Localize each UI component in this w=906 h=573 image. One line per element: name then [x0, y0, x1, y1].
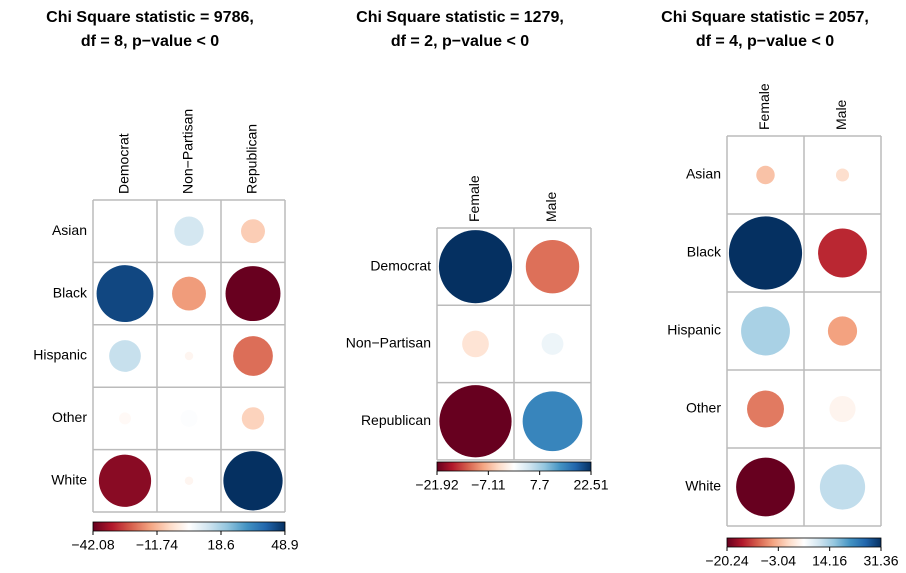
- colorbar-label: −21.92: [415, 477, 458, 493]
- colorbar: [436, 461, 592, 472]
- row-label: Black: [53, 284, 88, 300]
- row-label: Hispanic: [33, 347, 87, 363]
- colorbar-label: 22.51: [573, 477, 608, 493]
- cell-circle: [180, 409, 198, 427]
- cell-circle: [98, 454, 152, 507]
- cell-circle: [756, 165, 775, 185]
- panel: Chi Square statistic = 1279, df = 2, p−va…: [346, 9, 609, 492]
- cell-circle: [819, 464, 866, 510]
- panel: Chi Square statistic = 9786, df = 8, p−va…: [33, 9, 298, 552]
- colorbar-label: −42.08: [71, 537, 114, 553]
- chart-title: Chi Square statistic = 1279,: [356, 9, 564, 26]
- cell-circle: [241, 407, 265, 430]
- cell-circle: [96, 265, 154, 323]
- colorbar: [92, 521, 286, 532]
- row-label: Asian: [686, 166, 721, 182]
- colorbar-label: 18.6: [207, 537, 234, 553]
- chart-title: Chi Square statistic = 9786,: [46, 9, 254, 26]
- column-label: Female: [466, 175, 482, 222]
- column-label: Republican: [244, 124, 260, 194]
- cell-circle: [184, 351, 194, 361]
- cell-circle: [525, 239, 580, 294]
- colorbar-label: −11.74: [136, 537, 178, 553]
- cell-circle: [827, 316, 858, 346]
- cell-circle: [728, 216, 803, 290]
- colorbar: [726, 537, 882, 548]
- cell-circle: [174, 216, 204, 246]
- row-label: Other: [686, 400, 721, 416]
- colorbar-label: −7.11: [471, 477, 506, 493]
- cell-circle: [119, 412, 131, 425]
- colorbar-label: 7.7: [530, 477, 550, 493]
- row-label: White: [685, 478, 721, 494]
- chart-title: df = 4, p−value < 0: [696, 33, 834, 50]
- row-label: Non−Partisan: [346, 335, 431, 351]
- cell-circle: [438, 230, 513, 304]
- cell-circle: [541, 333, 564, 355]
- column-label: Non−Partisan: [180, 109, 196, 194]
- row-label: Other: [52, 409, 87, 425]
- cell-circle: [184, 476, 194, 486]
- colorbar-label: −20.24: [705, 553, 748, 569]
- panel: Chi Square statistic = 2057, df = 4, p−va…: [661, 9, 899, 568]
- cell-circle: [439, 385, 512, 458]
- cell-circle: [736, 457, 795, 517]
- row-label: Hispanic: [667, 322, 721, 338]
- cell-circle: [109, 340, 141, 372]
- column-label: Male: [833, 99, 849, 130]
- cell-circle: [241, 219, 265, 244]
- row-label: Republican: [361, 412, 431, 428]
- cell-circle: [223, 451, 283, 511]
- chart-title: df = 8, p−value < 0: [81, 33, 219, 50]
- colorbar-label: −3.04: [761, 553, 797, 569]
- cell-circle: [172, 276, 206, 311]
- column-label: Female: [756, 83, 772, 130]
- chart-title: df = 2, p−value < 0: [391, 33, 529, 50]
- cell-circle: [741, 306, 790, 356]
- cell-circle: [818, 228, 867, 278]
- row-label: Black: [687, 244, 722, 260]
- cell-circle: [225, 266, 281, 322]
- row-label: White: [51, 472, 87, 488]
- cell-circle: [835, 168, 850, 182]
- colorbar-label: 31.36: [863, 553, 898, 569]
- row-label: Asian: [52, 222, 87, 238]
- column-label: Democrat: [116, 133, 132, 194]
- cell-circle: [747, 390, 784, 428]
- colorbar-label: 48.9: [271, 537, 298, 553]
- cell-circle: [462, 330, 489, 358]
- chart-title: Chi Square statistic = 2057,: [661, 9, 869, 26]
- row-label: Democrat: [370, 257, 431, 273]
- cell-circle: [829, 395, 856, 423]
- colorbar-label: 14.16: [812, 553, 847, 569]
- cell-circle: [522, 391, 583, 452]
- column-label: Male: [543, 191, 559, 222]
- cell-circle: [233, 336, 273, 376]
